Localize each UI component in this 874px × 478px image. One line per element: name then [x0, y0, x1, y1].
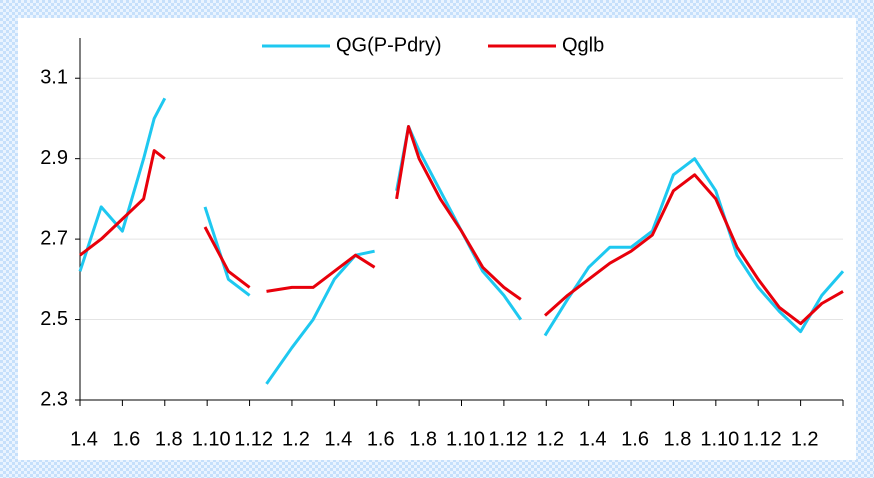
- x-tick-label: 1.10: [446, 428, 485, 450]
- series-line: [79, 125, 844, 326]
- x-tick-label: 1.4: [70, 428, 98, 450]
- x-tick-label: 1.8: [155, 428, 183, 450]
- x-tick-label: 1.6: [621, 428, 649, 450]
- x-tick-label: 1.6: [112, 428, 140, 450]
- x-tick-label: 1.2: [791, 428, 819, 450]
- y-tick-label: 3.1: [40, 67, 68, 89]
- x-tick-label: 1.4: [579, 428, 607, 450]
- x-tick-label: 1.8: [664, 428, 692, 450]
- y-tick-label: 2.3: [40, 388, 68, 410]
- y-tick-label: 2.7: [40, 227, 68, 249]
- x-tick-label: 1.6: [367, 428, 395, 450]
- x-tick-label: 1.12: [488, 428, 527, 450]
- y-tick-label: 2.9: [40, 147, 68, 169]
- legend-label: Qglb: [562, 34, 604, 56]
- x-tick-label: 1.8: [409, 428, 437, 450]
- x-tick-label: 1.10: [192, 428, 231, 450]
- x-tick-label: 1.2: [536, 428, 564, 450]
- x-tick-label: 1.10: [700, 428, 739, 450]
- x-tick-label: 1.2: [282, 428, 310, 450]
- legend-label: QG(P-Pdry): [336, 34, 442, 56]
- y-tick-label: 2.5: [40, 308, 68, 330]
- x-tick-label: 1.12: [234, 428, 273, 450]
- x-tick-label: 1.4: [324, 428, 352, 450]
- series-line: [78, 97, 845, 385]
- x-tick-label: 1.12: [743, 428, 782, 450]
